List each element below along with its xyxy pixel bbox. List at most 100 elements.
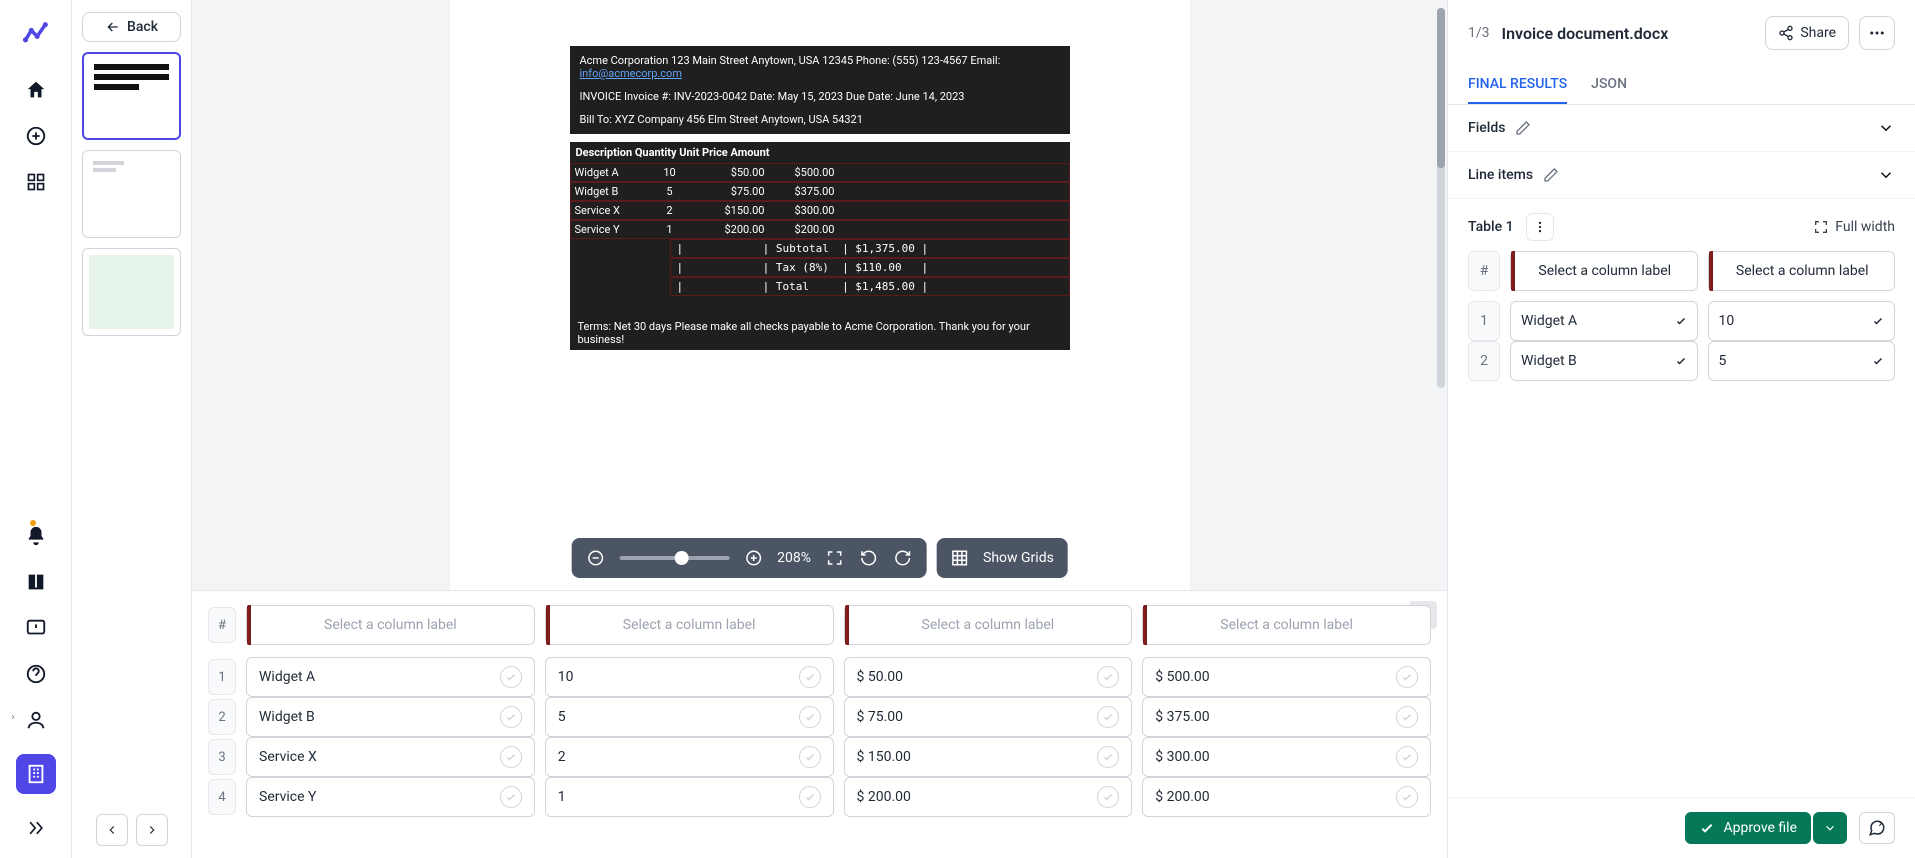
cell[interactable]: Widget A [246,657,535,697]
edit-icon[interactable] [1543,167,1559,183]
thumbnail-3[interactable] [82,248,181,336]
cell[interactable]: $ 150.00 [844,737,1133,777]
table-row: 3 Service X 2 $ 150.00 $ 300.00 [208,737,1431,777]
show-grids-label: Show Grids [983,550,1054,566]
cell[interactable]: 1 [545,777,834,817]
cell[interactable]: $ 75.00 [844,697,1133,737]
check-icon [1097,746,1119,768]
r-column-header-2[interactable]: Select a column label [1708,251,1896,291]
table-row: 1 Widget A 10 $ 50.00 $ 500.00 [208,657,1431,697]
building-icon[interactable] [16,754,56,794]
feedback-icon[interactable] [24,616,48,640]
add-icon[interactable] [24,124,48,148]
doc-table-row: Widget B5$75.00$375.00 [570,182,1070,201]
apps-icon[interactable] [24,170,48,194]
column-header-1[interactable]: Select a column label [246,605,535,645]
thumbnail-2[interactable] [82,150,181,238]
cell[interactable]: Widget A [1510,301,1698,341]
zoom-out-button[interactable] [585,548,605,568]
cell[interactable]: $ 50.00 [844,657,1133,697]
cell[interactable]: 10 [1708,301,1896,341]
logo [20,18,52,50]
prev-page-button[interactable] [96,814,128,846]
fullscreen-button[interactable] [825,548,845,568]
left-rail: › [0,0,72,858]
row-number: 2 [208,699,236,735]
rotate-left-button[interactable] [859,548,879,568]
doc-table-row: Widget A10$50.00$500.00 [570,163,1070,182]
back-label: Back [127,19,158,35]
doc-table-header: Description Quantity Unit Price Amount [570,142,1070,163]
cell[interactable]: $ 200.00 [1142,777,1431,817]
more-button[interactable] [1859,16,1895,50]
next-page-button[interactable] [136,814,168,846]
cell[interactable]: Widget B [246,697,535,737]
cell[interactable]: $ 300.00 [1142,737,1431,777]
share-label: Share [1800,25,1836,41]
column-header-3[interactable]: Select a column label [844,605,1133,645]
back-button[interactable]: Back [82,12,181,42]
doc-email: info@acmecorp.com [580,67,682,80]
cell[interactable]: $ 500.00 [1142,657,1431,697]
document-viewer: Acme Corporation 123 Main Street Anytown… [192,0,1447,590]
chevron-down-icon [1877,166,1895,184]
thumbnail-1[interactable] [82,52,181,140]
edit-icon[interactable] [1515,120,1531,136]
cell[interactable]: 10 [545,657,834,697]
home-icon[interactable] [24,78,48,102]
approve-dropdown-button[interactable] [1813,812,1847,844]
cell[interactable]: 5 [545,697,834,737]
cell[interactable]: Service Y [246,777,535,817]
table-row: 4 Service Y 1 $ 200.00 $ 200.00 [208,777,1431,817]
extracted-data-panel: # Select a column label Select a column … [192,590,1447,858]
section-line-items[interactable]: Line items [1448,152,1915,199]
cell[interactable]: Service X [246,737,535,777]
cell[interactable]: Widget B [1510,341,1698,381]
cell[interactable]: $ 200.00 [844,777,1133,817]
full-width-button[interactable]: Full width [1813,219,1895,235]
full-width-label: Full width [1835,219,1895,235]
help-icon[interactable] [24,662,48,686]
check-icon [1872,315,1884,327]
thumbnails-panel: Back [72,0,192,858]
table-name: Table 1 [1468,219,1514,235]
chat-button[interactable] [1859,812,1895,844]
check-icon [1396,666,1418,688]
column-header-2[interactable]: Select a column label [545,605,834,645]
approve-button[interactable]: Approve file [1685,812,1811,844]
header-hash: # [208,607,236,643]
show-grids-button[interactable]: Show Grids [937,538,1068,578]
zoom-slider[interactable] [619,556,729,560]
cell[interactable]: $ 375.00 [1142,697,1431,737]
fields-label: Fields [1468,120,1505,136]
r-column-header-1[interactable]: Select a column label [1510,251,1698,291]
check-icon [1097,706,1119,728]
book-icon[interactable] [24,570,48,594]
document-page: Acme Corporation 123 Main Street Anytown… [450,0,1190,590]
row-number: 4 [208,779,236,815]
rotate-right-button[interactable] [893,548,913,568]
zoom-level: 208% [777,550,811,566]
doc-table-row: Service Y1$200.00$200.00 [570,220,1070,239]
check-icon [1675,355,1687,367]
doc-line-1: Acme Corporation 123 Main Street Anytown… [580,54,1001,67]
doc-total: | | Total | $1,485.00 | [670,277,1070,296]
section-fields[interactable]: Fields [1448,105,1915,152]
column-header-4[interactable]: Select a column label [1142,605,1431,645]
check-icon [500,746,522,768]
share-button[interactable]: Share [1765,16,1849,50]
user-icon[interactable]: › [24,708,48,732]
tab-final-results[interactable]: FINAL RESULTS [1468,66,1567,104]
zoom-in-button[interactable] [743,548,763,568]
cell[interactable]: 5 [1708,341,1896,381]
cell[interactable]: 2 [545,737,834,777]
expand-icon[interactable] [24,816,48,840]
table-menu-button[interactable] [1526,213,1554,241]
scrollbar[interactable] [1437,8,1445,388]
doc-subtotal: | | Subtotal | $1,375.00 | [670,239,1070,258]
bell-icon[interactable] [24,524,48,548]
tab-json[interactable]: JSON [1591,66,1627,104]
row-number: 1 [208,659,236,695]
approve-label: Approve file [1723,820,1797,836]
table-row: 2 Widget B 5 $ 75.00 $ 375.00 [208,697,1431,737]
